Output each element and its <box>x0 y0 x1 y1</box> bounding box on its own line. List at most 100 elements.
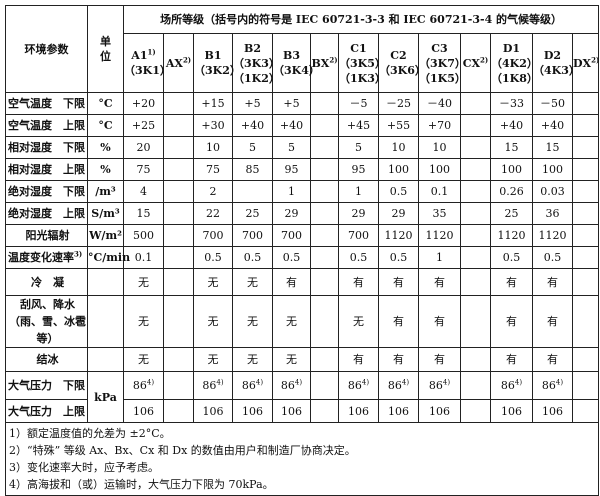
cell-c1: 有 <box>338 347 379 372</box>
cell-cx <box>460 347 491 372</box>
cell-value: +5 <box>283 97 300 110</box>
cell-c3: 有 <box>418 295 461 348</box>
cell-cx <box>460 295 491 348</box>
cell-c1: 106 <box>338 399 379 423</box>
cell-d2: 0.5 <box>532 246 573 269</box>
footnote-ref: 4) <box>146 378 155 387</box>
cell-c1: 有 <box>338 268 379 296</box>
cell-c1: 1 <box>338 180 379 203</box>
cell-value: 86 <box>387 379 402 392</box>
footnote-ref: 4) <box>216 378 224 387</box>
cell-value: 2 <box>209 185 217 198</box>
cell-value: 有 <box>547 275 558 289</box>
cell-ax <box>163 268 194 296</box>
cell-bx <box>310 180 339 203</box>
table-row: 空气温度 上限 °C +25 +30 +40 +40 +45 +55 +70 +40 +40 <box>5 114 600 137</box>
cell-dx <box>571 136 600 159</box>
cell-value: 有 <box>434 315 445 328</box>
cell-cx <box>460 268 491 296</box>
cell-ax <box>163 114 194 137</box>
cell-value: 无 <box>138 275 149 289</box>
cell-b1: +30 <box>193 114 233 137</box>
row-unit: °C <box>87 92 124 115</box>
cell-dx <box>571 114 600 137</box>
cell-b3: 700 <box>272 224 311 247</box>
cell-value: 106 <box>133 404 154 418</box>
cell-b2: +5 <box>232 92 273 115</box>
cell-cx <box>460 136 491 159</box>
cell-d1: 1120 <box>490 224 533 247</box>
row-label-text: 绝对湿度 下限 <box>8 185 85 198</box>
cell-b2: 25 <box>232 202 273 225</box>
notes-row: 1）额定温度值的允差为 ±2°C。 2）“特殊” 等级 Ax、Bx、Cx 和 Dx… <box>4 422 600 496</box>
cell-b3: 无 <box>272 295 311 348</box>
cell-value: 无 <box>247 315 258 328</box>
class-header-d1: D1 （4K2） （1K8） <box>490 33 538 93</box>
cell-bx <box>310 224 339 247</box>
cell-a1: 106 <box>123 399 164 423</box>
cell-b1: 22 <box>193 202 233 225</box>
class-name: DX <box>573 56 592 70</box>
row-label-text: 大气压力 上限 <box>8 404 85 418</box>
class-code: （3K2） <box>194 64 241 77</box>
cell-bx <box>310 295 339 348</box>
footnote-ref: 1) <box>147 47 156 57</box>
cell-b2: 5 <box>232 136 273 159</box>
cell-value: 85 <box>245 163 260 176</box>
cell-d1: －33 <box>490 92 533 115</box>
cell-value: 有 <box>393 275 404 289</box>
cell-cx <box>460 224 491 247</box>
cell-bx <box>310 92 339 115</box>
cell-b1: 无 <box>193 295 233 348</box>
cell-value: 106 <box>429 404 450 418</box>
cell-value: 25 <box>504 207 519 220</box>
table-row: 刮风、降水（雨、雪、冰雹等） 无 无 无 无 无 有 有 有 有 <box>5 295 600 348</box>
cell-value: 100 <box>542 163 563 176</box>
cell-value: 1120 <box>425 229 454 242</box>
cell-a1: 无 <box>123 268 164 296</box>
footnote-ref: 4) <box>442 378 451 387</box>
cell-value: 无 <box>247 275 258 289</box>
cell-value: +40 <box>540 119 565 132</box>
table-row: 大气压力 下限 kPa 864) 864) 864) 864) 864) 864) 864) 86… <box>5 371 600 423</box>
class-name: B3 <box>283 49 300 62</box>
cell-value: 700 <box>348 229 369 242</box>
cell-value: －25 <box>386 97 411 110</box>
row-label: 相对湿度 下限 <box>5 136 88 159</box>
cell-value: 106 <box>242 404 263 418</box>
class-name: C2 <box>390 49 407 62</box>
class-code: （3K4） <box>273 64 320 77</box>
footnotes: 1）额定温度值的允差为 ±2°C。 2）“特殊” 等级 Ax、Bx、Cx 和 Dx… <box>4 422 600 496</box>
cell-a1: +25 <box>123 114 164 137</box>
cell-d1: 有 <box>490 268 533 296</box>
footnote-ref: 4) <box>294 378 303 387</box>
cell-b3: 0.5 <box>272 246 311 269</box>
cell-b3: 5 <box>272 136 311 159</box>
cell-dx <box>571 371 600 400</box>
cell-value: 86 <box>428 379 443 392</box>
row-label-text: 大气压力 下限 <box>8 379 85 392</box>
cell-d1: 15 <box>490 136 533 159</box>
cell-dx <box>571 158 600 181</box>
param-header: 环境参数 <box>5 5 88 93</box>
cell-d2: －50 <box>532 92 573 115</box>
unit-header: 单位 <box>87 5 124 93</box>
cell-c1: 5 <box>338 136 379 159</box>
cell-ax <box>163 224 194 247</box>
cell-c2: 有 <box>378 268 419 296</box>
cell-c3: 100 <box>418 158 461 181</box>
cell-c2: 864) <box>378 371 419 400</box>
cell-value: 10 <box>432 141 447 154</box>
cell-value: 有 <box>547 315 558 328</box>
cell-value: 有 <box>393 353 404 366</box>
cell-value: 700 <box>281 229 302 242</box>
cell-value: 100 <box>501 163 522 176</box>
cell-value: 1 <box>436 251 443 264</box>
cell-b3: 1 <box>272 180 311 203</box>
cell-cx <box>460 246 491 269</box>
cell-b2: 85 <box>232 158 273 181</box>
cell-value: 有 <box>286 275 297 289</box>
cell-value: +40 <box>499 119 524 132</box>
cell-value: 5 <box>355 141 362 154</box>
cell-c3: 106 <box>418 399 461 423</box>
